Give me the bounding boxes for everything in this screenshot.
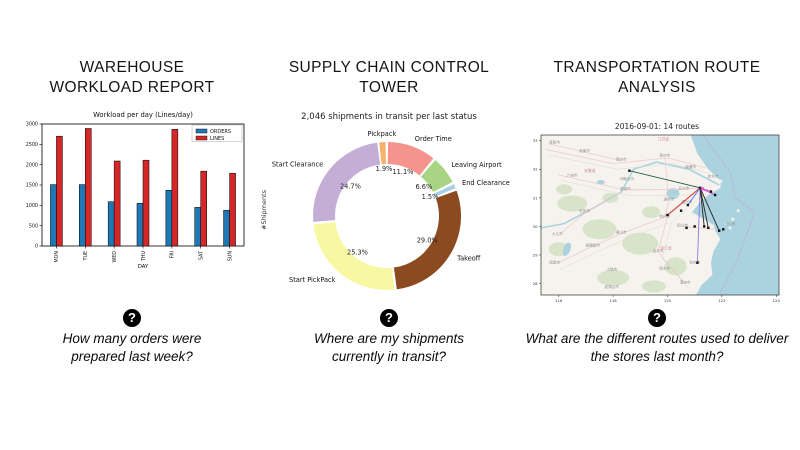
svg-text:2500: 2500	[26, 142, 38, 148]
svg-text:Leaving Airport: Leaving Airport	[451, 161, 502, 169]
control-tower-figure: 2,046 shipments in transit per last stat…	[260, 112, 516, 306]
svg-text:九江市: 九江市	[552, 231, 563, 236]
svg-text:南通市: 南通市	[685, 164, 696, 169]
panel-warehouse: WAREHOUSE WORKLOAD REPORT Workload per d…	[6, 0, 258, 450]
svg-text:Pickpack: Pickpack	[367, 130, 396, 138]
svg-text:122: 122	[718, 298, 726, 303]
panel-control-tower: SUPPLY CHAIN CONTROL TOWER 2,046 shipmen…	[260, 0, 516, 450]
svg-text:滁州市: 滁州市	[616, 157, 627, 162]
question-mark-icon: ?	[380, 309, 398, 327]
question-mark-icon: ?	[648, 309, 666, 327]
route-map-figure: 2016-09-01: 14 routes 阜阳市淮南市滁州市 泰州市南通市六安市…	[520, 122, 794, 305]
route-analysis-question-text: What are the different routes used to de…	[525, 331, 789, 365]
svg-text:黄山市: 黄山市	[616, 230, 627, 235]
svg-text:芜湖市: 芜湖市	[620, 186, 631, 191]
svg-text:Order Time: Order Time	[415, 135, 452, 143]
svg-text:End Clearance: End Clearance	[462, 179, 510, 187]
svg-text:24.7%: 24.7%	[340, 183, 361, 191]
svg-text:温州市: 温州市	[680, 280, 691, 285]
svg-text:景德镇市: 景德镇市	[585, 243, 600, 248]
control-tower-question-text: Where are my shipments currently in tran…	[313, 331, 465, 365]
svg-text:116: 116	[555, 298, 563, 303]
svg-text:6.6%: 6.6%	[415, 183, 432, 191]
svg-text:25.3%: 25.3%	[347, 249, 368, 257]
svg-text:32: 32	[533, 167, 538, 172]
svg-text:TUE: TUE	[83, 251, 89, 261]
svg-text:浙江省: 浙江省	[660, 246, 672, 251]
svg-text:嘉兴市: 嘉兴市	[682, 199, 693, 204]
svg-text:3000: 3000	[26, 122, 38, 128]
svg-text:LINES: LINES	[210, 136, 224, 142]
svg-text:湖州市: 湖州市	[663, 197, 674, 202]
svg-text:苏州市: 苏州市	[678, 186, 689, 191]
svg-text:1.5%: 1.5%	[422, 193, 439, 201]
svg-text:江苏省: 江苏省	[658, 137, 670, 142]
svg-text:29.0%: 29.0%	[417, 237, 438, 245]
svg-text:28: 28	[533, 281, 538, 286]
question-mark-icon: ?	[123, 309, 141, 327]
svg-text:六安市: 六安市	[567, 173, 578, 178]
svg-text:阜阳市: 阜阳市	[549, 140, 560, 145]
map-title: 2016-09-01: 14 routes	[614, 122, 700, 132]
svg-text:SAT: SAT	[199, 251, 205, 260]
svg-text:SUN: SUN	[227, 251, 233, 262]
warehouse-bar-chart: Workload per day (Lines/day) 0 500 1000 1500…	[26, 111, 245, 270]
svg-text:泰州市: 泰州市	[659, 153, 670, 158]
svg-text:杭州市: 杭州市	[659, 214, 670, 219]
panel-title-control-tower: SUPPLY CHAIN CONTROL TOWER	[288, 59, 490, 97]
svg-text:118: 118	[609, 298, 617, 303]
svg-text:1.9%: 1.9%	[376, 165, 393, 173]
svg-text:11.1%: 11.1%	[392, 168, 413, 176]
donut-y-axis-label: #Shipments	[260, 190, 268, 231]
svg-text:上饶市: 上饶市	[606, 267, 617, 272]
svg-text:29: 29	[533, 253, 538, 258]
control-tower-question-block: ? Where are my shipments currently in tr…	[262, 309, 516, 366]
route-analysis-question-block: ? What are the different routes used to …	[520, 309, 794, 366]
svg-text:DAY: DAY	[138, 264, 149, 270]
svg-text:120: 120	[664, 298, 672, 303]
svg-text:Takeoff: Takeoff	[456, 255, 481, 263]
svg-text:安庆市: 安庆市	[579, 208, 590, 213]
panel-route-analysis: TRANSPORTATION ROUTE ANALYSIS 2016-09-01…	[520, 0, 794, 450]
svg-text:台州市: 台州市	[689, 260, 700, 265]
svg-text:安徽省: 安徽省	[584, 168, 596, 173]
svg-text:Start Clearance: Start Clearance	[272, 161, 323, 169]
svg-text:武夷山市: 武夷山市	[605, 284, 620, 289]
warehouse-figure: Workload per day (Lines/day) 0 500 1000 1500…	[6, 108, 258, 294]
warehouse-question-block: ? How many orders were prepared last wee…	[6, 309, 258, 366]
warehouse-question-text: How many orders were prepared last week?	[62, 331, 202, 365]
svg-text:Start PickPack: Start PickPack	[289, 276, 336, 284]
svg-text:南昌市: 南昌市	[549, 260, 560, 265]
shipment-status-donut-chart: 1.9% Pickpack 11.1% Order Time 6.6% Leaving A…	[272, 130, 510, 291]
svg-text:31: 31	[533, 196, 538, 201]
svg-text:2000: 2000	[26, 163, 38, 169]
svg-text:金华市: 金华市	[653, 248, 664, 253]
donut-title: 2,046 shipments in transit per last stat…	[301, 112, 477, 123]
svg-text:马鞍山市: 马鞍山市	[619, 176, 634, 181]
svg-text:THU: THU	[141, 251, 147, 263]
svg-text:33: 33	[533, 138, 538, 143]
svg-text:Workload per day (Lines/day): Workload per day (Lines/day)	[93, 111, 193, 119]
svg-text:124: 124	[773, 298, 781, 303]
panel-title-warehouse: WAREHOUSE WORKLOAD REPORT	[49, 59, 215, 97]
svg-text:FRI: FRI	[170, 251, 176, 259]
svg-text:1500: 1500	[26, 183, 38, 189]
svg-text:1000: 1000	[26, 203, 38, 209]
svg-text:WED: WED	[112, 251, 118, 263]
svg-text:启东市: 启东市	[708, 174, 719, 179]
panel-title-route-analysis: TRANSPORTATION ROUTE ANALYSIS	[553, 59, 761, 97]
svg-text:MON: MON	[54, 251, 60, 263]
svg-text:30: 30	[533, 224, 538, 229]
svg-text:500: 500	[29, 224, 38, 230]
svg-text:绍兴市: 绍兴市	[677, 223, 688, 228]
svg-text:舟山市: 舟山市	[725, 221, 736, 226]
svg-text:淮南市: 淮南市	[579, 148, 590, 153]
svg-text:ORDERS: ORDERS	[210, 129, 231, 135]
svg-text:0: 0	[35, 244, 38, 250]
svg-text:丽水市: 丽水市	[659, 266, 670, 271]
